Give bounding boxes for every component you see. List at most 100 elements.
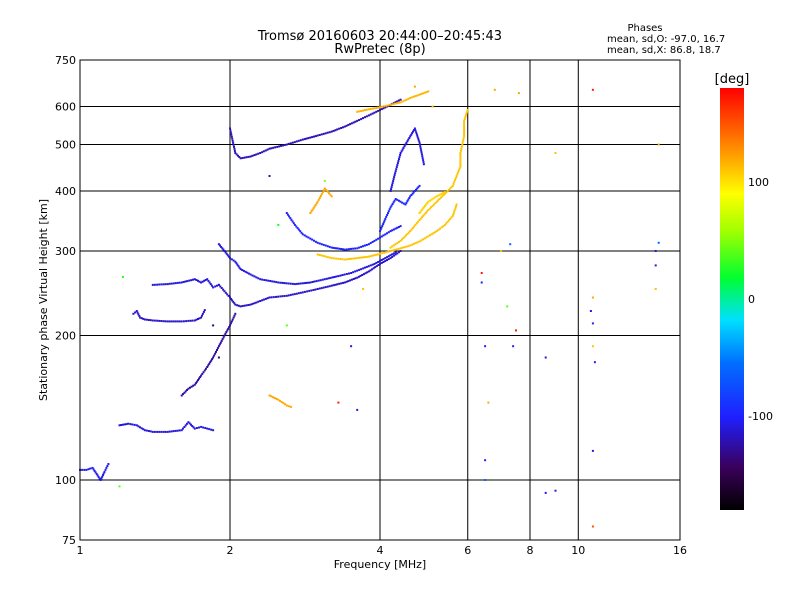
data-point	[309, 281, 312, 284]
data-point	[176, 281, 179, 284]
data-point	[241, 269, 244, 271]
data-point	[239, 305, 242, 308]
data-point	[409, 135, 412, 138]
data-point	[290, 218, 293, 221]
data-point	[335, 257, 338, 260]
data-point	[192, 278, 194, 281]
data-point	[401, 100, 404, 103]
data-point	[337, 275, 340, 278]
data-point	[316, 241, 319, 244]
data-point	[332, 257, 335, 260]
data-point	[373, 111, 376, 114]
x-axis-label: Frequency [MHz]	[334, 558, 426, 571]
data-point	[187, 421, 190, 424]
data-point	[123, 423, 126, 426]
data-point	[229, 131, 232, 134]
data-point	[295, 282, 298, 285]
data-point	[229, 324, 231, 327]
data-point	[399, 247, 402, 250]
data-point	[509, 243, 512, 246]
data-point	[191, 319, 194, 322]
grid	[80, 60, 680, 540]
data-point	[459, 155, 462, 158]
data-point	[162, 320, 165, 323]
data-point	[330, 257, 333, 260]
data-point	[454, 177, 457, 179]
data-point	[352, 271, 355, 274]
data-point	[457, 169, 460, 172]
data-point	[156, 319, 159, 322]
data-point	[405, 201, 408, 204]
data-point	[422, 161, 425, 164]
data-point	[407, 198, 410, 201]
data-point	[145, 429, 148, 432]
data-point	[336, 283, 339, 286]
data-point	[198, 426, 200, 429]
data-point	[180, 394, 183, 397]
data-point	[411, 132, 414, 135]
data-point	[379, 230, 381, 233]
data-point	[326, 285, 329, 288]
data-point	[443, 191, 446, 194]
data-point	[447, 188, 450, 191]
data-point	[247, 155, 250, 158]
data-point	[336, 128, 339, 131]
data-point	[210, 359, 213, 362]
data-point	[388, 208, 391, 211]
data-point	[187, 319, 190, 322]
data-point	[453, 211, 456, 214]
data-point	[437, 228, 440, 231]
data-point	[431, 105, 434, 108]
data-point	[206, 366, 209, 368]
colorbar-label: [deg]	[715, 72, 750, 87]
data-point	[406, 140, 409, 143]
data-point	[360, 118, 363, 121]
data-point	[417, 220, 420, 223]
data-point	[345, 273, 348, 275]
data-point	[544, 356, 547, 359]
data-point	[345, 258, 348, 261]
data-point	[397, 99, 400, 102]
data-point	[291, 141, 294, 144]
data-point	[245, 304, 248, 307]
data-point	[187, 387, 190, 390]
x-tick-label: 1	[77, 544, 84, 557]
data-point	[301, 282, 304, 285]
data-point	[253, 275, 256, 278]
data-point	[394, 170, 397, 173]
data-point	[160, 320, 163, 322]
data-point	[312, 289, 315, 291]
data-point	[182, 427, 184, 430]
data-point	[206, 278, 209, 281]
data-point	[287, 405, 290, 408]
data-point	[386, 256, 389, 259]
data-point	[204, 427, 207, 429]
data-point	[184, 280, 187, 283]
data-point	[428, 207, 431, 210]
data-point	[358, 246, 361, 249]
data-point	[379, 109, 381, 111]
data-point	[162, 430, 165, 433]
data-point	[315, 202, 318, 205]
data-point	[237, 265, 240, 268]
data-point	[189, 386, 191, 389]
stats-line-x: mean, sd,X: 86.8, 18.7	[607, 45, 721, 56]
data-point	[356, 257, 359, 260]
data-point	[264, 149, 267, 152]
data-point	[443, 223, 446, 226]
data-point	[172, 282, 175, 285]
data-point	[315, 280, 318, 283]
data-point	[233, 314, 236, 317]
data-point	[409, 97, 412, 99]
data-point	[98, 477, 101, 480]
data-point	[423, 91, 426, 94]
data-point	[151, 319, 154, 322]
data-point	[435, 230, 438, 233]
data-point	[445, 222, 448, 225]
data-point	[382, 221, 385, 224]
data-point	[379, 262, 381, 265]
data-point	[463, 118, 466, 121]
data-point	[343, 281, 346, 284]
data-point	[305, 281, 308, 284]
